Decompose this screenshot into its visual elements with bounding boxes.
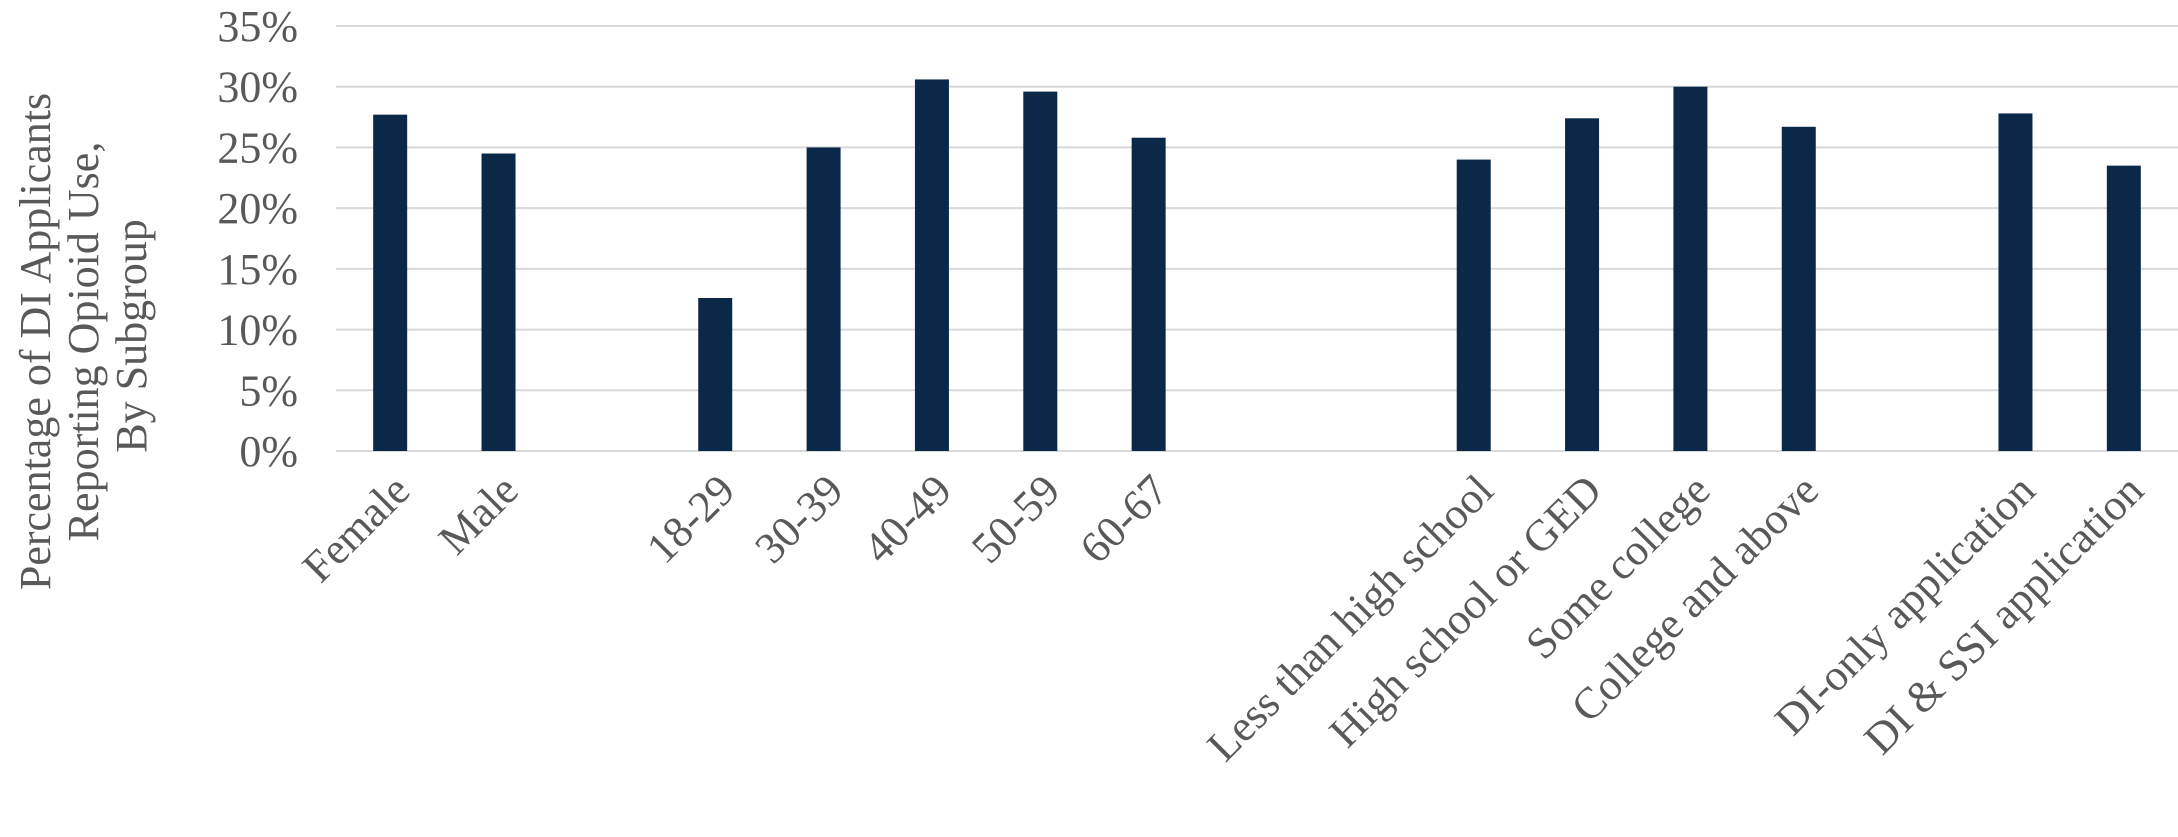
y-axis-label-line-3: By Subgroup	[107, 219, 156, 452]
bar	[1023, 91, 1058, 452]
y-axis-label-line-2: Reporting Opioid Use,	[59, 142, 108, 542]
x-tick-label: 18-29	[637, 465, 744, 572]
y-tick-label: 20%	[217, 184, 298, 233]
y-tick-label: 0%	[239, 427, 298, 476]
bar	[698, 298, 733, 451]
y-axis-label-line-1: Percentage of DI Applicants	[11, 93, 60, 590]
y-tick-label: 25%	[217, 123, 298, 172]
bar	[1673, 86, 1708, 451]
y-tick-labels: 0% 5% 10% 15% 20% 25% 30% 35%	[217, 2, 298, 476]
bar	[806, 147, 841, 451]
bar	[1781, 126, 1816, 452]
x-tick-label: Male	[429, 465, 528, 564]
y-tick-label: 5%	[239, 366, 298, 415]
y-axis-label: Percentage of DI Applicants Reporting Op…	[11, 82, 156, 590]
bar	[2106, 165, 2141, 451]
y-tick-label: 35%	[217, 2, 298, 51]
x-tick-label: 30-39	[745, 465, 852, 572]
gridlines	[336, 25, 2178, 452]
bar	[1456, 159, 1491, 452]
y-tick-label: 15%	[217, 245, 298, 294]
bar	[481, 153, 516, 451]
x-tick-label: Female	[293, 465, 419, 591]
x-tick-label: 50-59	[962, 465, 1069, 572]
bar	[373, 114, 408, 452]
bar	[1998, 113, 2033, 451]
x-tick-labels: Female Male 18-29 30-39 40-49 50-59 60-67 Less …	[293, 465, 2153, 770]
bars	[373, 79, 2141, 452]
bar	[914, 79, 949, 451]
bar	[1131, 137, 1166, 451]
x-tick-label: 40-49	[854, 465, 961, 572]
y-tick-label: 10%	[217, 306, 298, 355]
x-tick-label: 60-67	[1070, 465, 1177, 572]
bar	[1565, 118, 1600, 452]
y-tick-label: 30%	[217, 63, 298, 112]
